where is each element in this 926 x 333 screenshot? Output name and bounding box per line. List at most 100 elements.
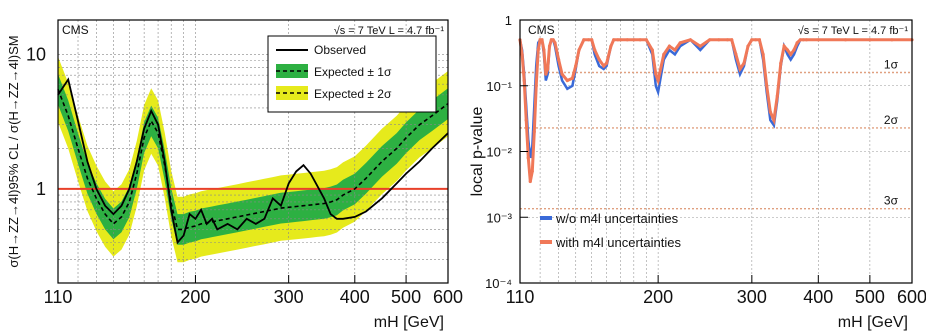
pvalue-point-with-unc <box>618 38 623 42</box>
pvalue-point-with-unc <box>612 38 616 42</box>
pvalue-point-with-unc <box>528 179 532 184</box>
pvalue-point-with-unc <box>772 118 776 122</box>
pvalue-point-with-unc <box>524 118 528 122</box>
pvalue-point-with-unc <box>782 44 786 48</box>
pvalue-point-with-unc <box>547 44 552 48</box>
observed-line <box>57 77 449 245</box>
pvalue-point-with-unc <box>678 41 682 45</box>
legend-with-unc-label: with m4l uncertainties <box>555 235 681 250</box>
pvalue-point-with-unc <box>843 38 848 42</box>
pvalue-point-with-unc <box>602 64 606 68</box>
y-tick-label-right: 10⁻¹ <box>486 79 512 94</box>
pvalue-point-with-unc <box>656 78 660 83</box>
pvalue-point-with-unc <box>546 67 550 71</box>
pvalue-point-with-unc <box>577 48 581 52</box>
pvalue-point-with-unc <box>625 38 629 42</box>
frame-left <box>57 19 449 284</box>
y-axis-label-left: σ(H→ZZ→4l)95% CL / σ(H→ZZ→4l)SM <box>6 35 21 267</box>
pvalue-point-with-unc <box>650 48 654 52</box>
y-tick-label-left: 1 <box>36 179 46 199</box>
pvalue-point-with-unc <box>792 48 796 52</box>
pvalue-point-with-unc <box>590 38 594 42</box>
pvalue-point-with-unc <box>534 84 538 88</box>
y-tick-label-right: 10⁻² <box>486 145 512 160</box>
x-tick-label-left: 600 <box>433 287 463 307</box>
x-tick-label-right: 400 <box>803 287 833 307</box>
x-tick-label-right: 600 <box>897 287 926 307</box>
legend-observed-label: Observed <box>314 43 366 57</box>
pvalue-point-with-unc <box>654 72 658 76</box>
pvalue-point-with-unc <box>673 48 677 52</box>
sigma-label-1σ: 1σ <box>884 58 899 72</box>
pvalue-point-with-unc <box>638 38 642 42</box>
pvalue-point-with-unc <box>544 72 548 76</box>
pvalue-point-with-unc <box>868 38 872 42</box>
pvalue-point-with-unc <box>632 38 636 42</box>
pvalue-point-with-unc <box>801 38 805 42</box>
pvalue-point-with-unc <box>570 76 575 80</box>
pvalue-point-with-unc <box>593 48 597 52</box>
pvalue-point-with-unc <box>725 38 730 42</box>
pvalue-point-with-unc <box>597 57 601 62</box>
pvalue-point-with-unc <box>798 38 802 42</box>
x-tick-label-left: 300 <box>274 287 304 307</box>
sigma-label-2σ: 2σ <box>884 113 899 127</box>
pvalue-point-with-unc <box>708 38 712 42</box>
pvalue-point-with-unc <box>789 52 793 56</box>
y-tick-label-right: 1 <box>505 13 512 28</box>
pvalue-point-with-unc <box>644 38 648 42</box>
sigma-label-3σ: 3σ <box>884 194 899 208</box>
x-tick-label-left: 110 <box>44 287 73 307</box>
y-axis-label-right: local p-value <box>469 106 486 196</box>
x-axis-label-left: mH [GeV] <box>374 314 444 331</box>
pvalue-point-with-unc <box>779 61 783 65</box>
energy-lumi-left: √s = 7 TeV L = 4.7 fb⁻¹ <box>334 25 445 37</box>
pvalue-point-with-unc <box>761 52 765 56</box>
x-tick-label-right: 200 <box>643 287 673 307</box>
pvalue-point-with-unc <box>757 38 762 42</box>
pvalue-point-with-unc <box>698 44 702 48</box>
pvalue-point-with-unc <box>688 38 693 42</box>
pvalue-point-with-unc <box>574 64 578 68</box>
pvalue-point-with-unc <box>730 38 734 42</box>
pvalue-point-with-unc <box>795 41 799 45</box>
y-tick-label-left: 10 <box>26 44 46 64</box>
y-tick-label-right: 10⁻⁴ <box>485 276 512 291</box>
pvalue-point-with-unc <box>609 44 613 48</box>
expected-line <box>57 89 449 231</box>
pvalue-point-with-unc <box>742 61 746 65</box>
x-axis-label-right: mH [GeV] <box>838 314 908 331</box>
pvalue-point-with-unc <box>754 38 758 42</box>
y-tick-label-right: 10⁻³ <box>486 210 512 225</box>
pvalue-point-with-unc <box>765 84 769 88</box>
pvalue-point-with-unc <box>553 41 557 45</box>
pvalue-point-with-unc <box>662 52 666 56</box>
pvalue-point-with-unc <box>542 48 546 52</box>
pvalue-point-with-unc <box>526 156 530 160</box>
pvalue-point-with-unc <box>717 38 721 42</box>
pvalue-point-with-unc <box>804 38 809 42</box>
pvalue-point-with-unc <box>540 38 544 42</box>
x-tick-label-left: 500 <box>391 287 421 307</box>
x-tick-label-right: 110 <box>506 287 535 307</box>
x-tick-label-right: 300 <box>737 287 767 307</box>
pvalue-point-with-unc <box>532 130 536 134</box>
pvalue-point-with-unc <box>582 38 586 42</box>
pvalue-point-with-unc <box>560 72 564 76</box>
pvalue-point-with-unc <box>816 38 820 42</box>
x-tick-label-right: 500 <box>855 287 885 307</box>
legend-1sigma-label: Expected ± 1σ <box>314 65 392 79</box>
pvalue-point-with-unc <box>890 38 894 42</box>
pvalue-point-with-unc <box>565 78 569 83</box>
cms-label-left: CMS <box>62 23 89 37</box>
legend-without-unc-label: w/o m4l uncertainties <box>555 211 679 226</box>
pvalue-point-with-unc <box>746 44 750 48</box>
pvalue-point-with-unc <box>768 110 772 114</box>
pvalue-point-with-unc <box>775 94 779 98</box>
pvalue-point-with-unc <box>522 78 526 83</box>
legend-2sigma-label: Expected ± 2σ <box>314 87 392 101</box>
pvalue-point-with-unc <box>750 38 754 42</box>
pvalue-point-with-unc <box>667 44 672 48</box>
